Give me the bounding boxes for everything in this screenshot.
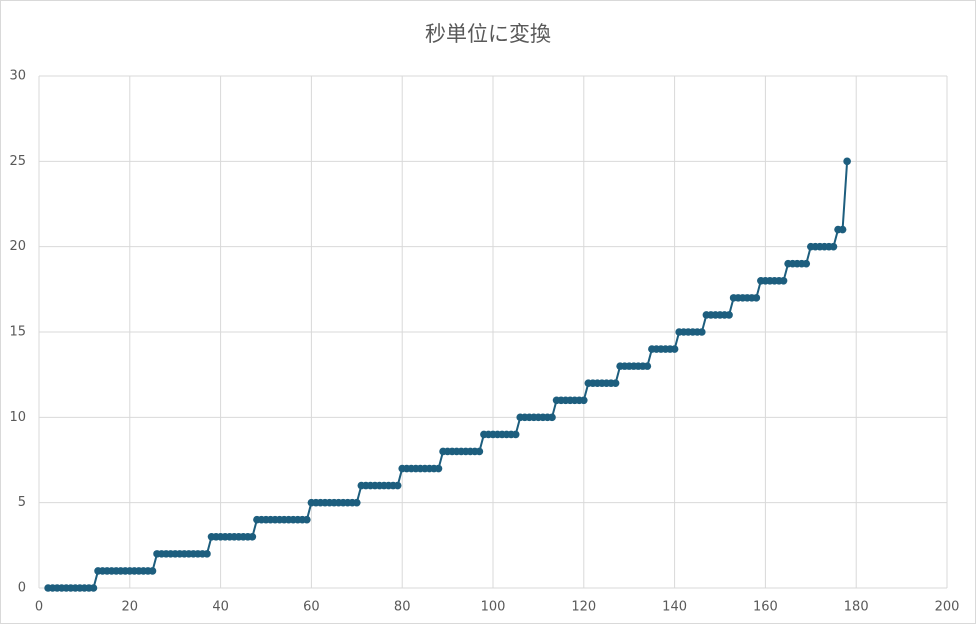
data-point [779, 277, 788, 285]
x-tick-label: 120 [571, 600, 596, 615]
data-point [548, 413, 556, 422]
x-tick-label: 0 [35, 600, 43, 615]
data-point [248, 533, 257, 541]
x-tick-label: 160 [753, 600, 778, 615]
x-tick-label: 60 [303, 600, 320, 615]
y-tick-label: 25 [9, 154, 26, 169]
y-tick-label: 10 [9, 410, 26, 425]
data-point [843, 157, 851, 166]
chart-title: 秒単位に変換 [425, 22, 551, 46]
data-point [838, 225, 847, 234]
data-point [393, 481, 402, 490]
data-point [580, 396, 588, 405]
x-tick-label: 40 [212, 600, 229, 615]
data-point [643, 362, 652, 370]
x-tick-label: 200 [935, 600, 960, 615]
x-tick-label: 20 [122, 600, 139, 615]
data-point [752, 294, 761, 302]
x-tick-label: 140 [662, 600, 687, 615]
y-tick-label: 30 [9, 69, 26, 84]
y-tick-label: 15 [9, 325, 26, 340]
data-point [353, 498, 361, 507]
x-tick-label: 80 [394, 600, 411, 615]
data-point [475, 447, 484, 456]
data-point [725, 311, 733, 319]
data-point [203, 550, 211, 558]
data-point [89, 584, 98, 592]
x-tick-label: 180 [844, 600, 869, 615]
y-tick-label: 0 [18, 581, 26, 596]
data-point [611, 379, 620, 388]
x-tick-label: 100 [481, 600, 506, 615]
data-point [148, 567, 157, 575]
y-tick-label: 20 [9, 239, 26, 254]
data-point [670, 345, 679, 353]
data-point [303, 515, 311, 524]
data-point [829, 242, 838, 251]
data-point [434, 464, 443, 473]
y-tick-label: 5 [18, 495, 26, 510]
data-point [698, 328, 706, 336]
data-point [802, 259, 811, 268]
data-point [511, 430, 520, 439]
